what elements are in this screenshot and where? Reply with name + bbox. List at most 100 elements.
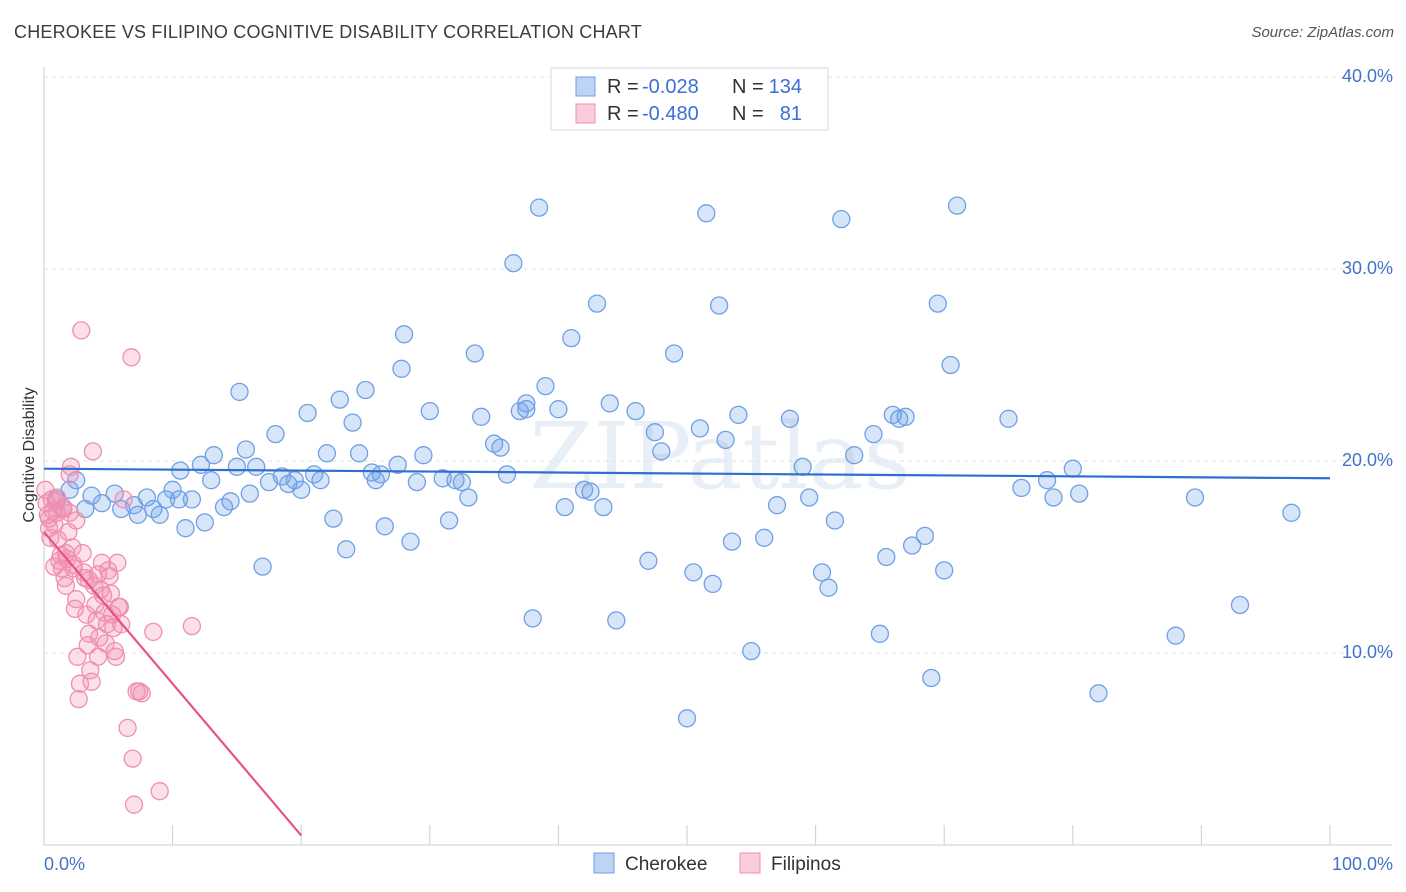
cherokee-point (371, 465, 391, 484)
cherokee-point (324, 509, 343, 528)
cherokee-point (349, 444, 369, 463)
filipinos-point (45, 515, 64, 534)
filipinos-point (108, 553, 127, 572)
filipinos-point (67, 590, 86, 609)
cherokee-point (137, 488, 157, 507)
cherokee-point (439, 511, 459, 530)
cherokee-point (697, 204, 716, 223)
cherokee-point (1230, 595, 1250, 615)
filipinos-point (122, 348, 141, 367)
cherokee-point (182, 490, 202, 509)
cherokee-point (1063, 459, 1082, 478)
cherokee-point (375, 517, 394, 536)
cherokee-point (459, 488, 478, 507)
y-tick-label: 30.0% (1342, 258, 1393, 278)
cherokee-point (722, 532, 742, 551)
cherokee-point (1044, 488, 1063, 507)
filipinos-point (150, 782, 169, 801)
cherokee-point (465, 344, 484, 363)
cherokee-point (825, 511, 845, 530)
cherokee-point (472, 407, 491, 426)
y-axis-title: Cognitive Disability (21, 387, 38, 522)
cherokee-point (562, 328, 581, 348)
filipinos-point (61, 457, 81, 476)
cherokee-point (1012, 478, 1031, 498)
filipinos-point (144, 622, 163, 642)
cherokee-point (150, 505, 169, 524)
cherokee-point (947, 196, 967, 215)
cherokee-point (163, 480, 182, 499)
cherokee-point (935, 561, 954, 580)
cherokee-point (684, 563, 703, 582)
cherokee-point (247, 457, 266, 476)
cherokee-point (587, 294, 607, 313)
cherokee-point (902, 536, 922, 555)
cherokee-point (780, 409, 800, 428)
cherokee-point (1037, 471, 1057, 490)
filipinos-legend-swatch (575, 103, 596, 124)
filipinos-point (83, 442, 103, 461)
cherokee-point (240, 484, 259, 503)
data-points (36, 196, 1301, 814)
cherokee-point (703, 574, 722, 594)
cherokee-point (812, 563, 832, 582)
cherokee-point (392, 359, 411, 378)
cherokee-point (517, 394, 536, 413)
filipinos-point (106, 647, 126, 666)
cherokee-point (337, 540, 356, 559)
cherokee-point (870, 624, 890, 643)
cherokee-point (157, 490, 176, 509)
cherokee-point (864, 424, 883, 444)
cherokee-point (574, 480, 594, 499)
cherokee-point (729, 405, 748, 425)
cherokee-point (330, 390, 349, 409)
x-tick-label: 100.0% (1332, 854, 1393, 874)
cherokee-point (311, 471, 330, 490)
y-tick-label: 10.0% (1342, 642, 1393, 662)
filipinos-point (132, 684, 151, 703)
legend-n-value: 134 (769, 76, 802, 98)
cherokee-point (941, 355, 960, 375)
cherokee-legend-swatch (575, 76, 596, 97)
tick-labels: 10.0% 20.0% 30.0% 40.0% 0.0% 100.0% (44, 66, 1393, 874)
cherokee-point (298, 403, 317, 423)
filipinos-point (65, 599, 85, 618)
cherokee-point (877, 547, 896, 567)
cherokee-point (819, 578, 838, 597)
filipinos-point (47, 488, 67, 507)
filipinos-point (68, 647, 87, 666)
cherokee-point (536, 376, 555, 396)
cherokee-point (292, 480, 311, 499)
cherokee-point (549, 400, 568, 419)
cherokee-point (285, 471, 304, 490)
cherokee-point (600, 394, 619, 413)
cherokee-point (793, 457, 812, 476)
cherokee-point (755, 528, 774, 547)
cherokee-point (176, 519, 195, 538)
legend-n-label: N = (732, 103, 764, 125)
legend-r-label: R = (607, 103, 639, 125)
cherokee-point (677, 709, 697, 728)
legend-r-label: R = (607, 76, 639, 98)
cherokee-point (202, 471, 221, 490)
cherokee-point (922, 668, 941, 688)
cherokee-point (1070, 484, 1089, 503)
chart-title: CHEROKEE VS FILIPINO COGNITIVE DISABILIT… (14, 22, 642, 42)
cherokee-point (236, 440, 256, 459)
filipinos-point (45, 557, 64, 576)
cherokee-point (394, 325, 414, 344)
cherokee-point (169, 490, 189, 509)
cherokee-point (555, 497, 574, 517)
y-tick-label: 40.0% (1342, 66, 1393, 86)
cherokee-bottom-label: Cherokee (625, 854, 707, 875)
cherokee-point (594, 497, 613, 517)
cherokee-point (709, 296, 729, 315)
cherokee-point (491, 438, 510, 457)
cherokee-point (767, 496, 787, 515)
filipinos-point (56, 576, 76, 595)
filipinos-trend-line (43, 531, 303, 837)
legend-r-value: -0.028 (642, 76, 699, 98)
cherokee-point (414, 446, 433, 465)
legend-n-label: N = (732, 76, 764, 98)
cherokee-point (266, 424, 285, 444)
